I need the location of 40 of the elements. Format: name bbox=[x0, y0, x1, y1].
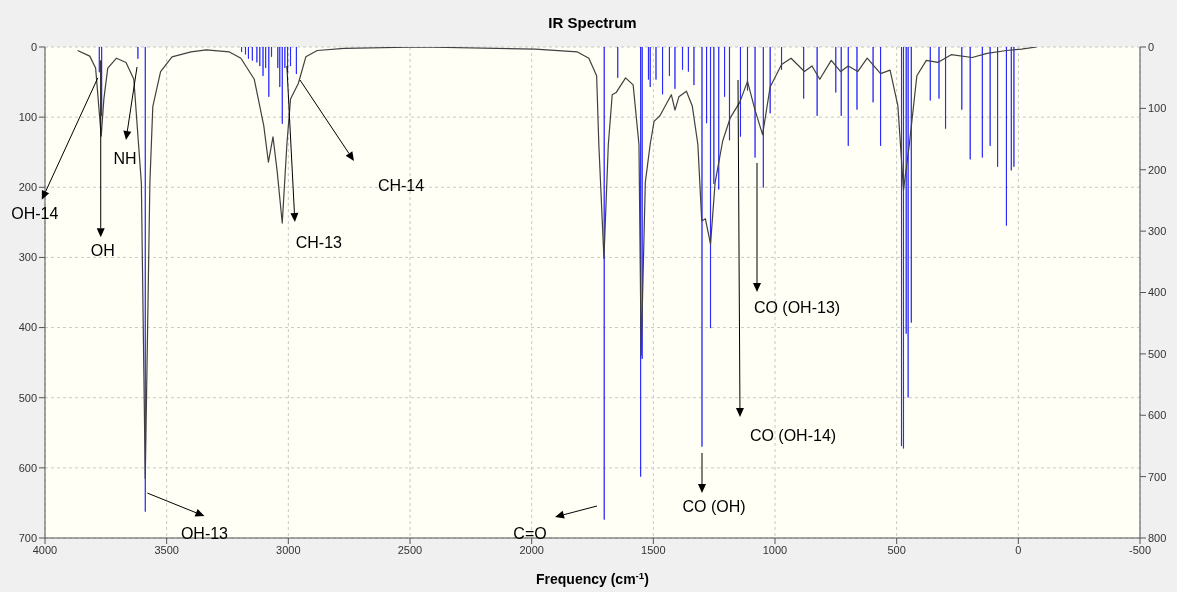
annotation: CO (OH-13) bbox=[753, 298, 841, 316]
y2-tick-label: 300 bbox=[1148, 225, 1167, 238]
y-tick-label: 200 bbox=[18, 181, 37, 194]
x-tick-label: 3500 bbox=[154, 543, 179, 556]
annotation: CH-14 bbox=[377, 176, 425, 194]
y-tick-label: 500 bbox=[18, 391, 37, 404]
annotation: OH bbox=[90, 241, 115, 259]
annotation: CO (OH) bbox=[682, 497, 746, 515]
x-axis-title: Frequency (cm$^{-1}$) bbox=[536, 569, 649, 587]
y2-tick-label: 200 bbox=[1148, 163, 1167, 176]
y2-tick-label: 800 bbox=[1148, 531, 1167, 544]
y-tick-label: 600 bbox=[18, 461, 37, 474]
x-tick-label: 1000 bbox=[762, 543, 788, 556]
y-tick-label: 400 bbox=[18, 321, 37, 334]
y2-tick-label: 400 bbox=[1148, 286, 1167, 299]
annotation: NH bbox=[113, 149, 137, 167]
chart-title: IR Spectrum bbox=[547, 14, 638, 31]
y2-tick-label: 700 bbox=[1148, 470, 1167, 483]
y-tick-label: 0 bbox=[30, 40, 37, 53]
x-tick-label: 2500 bbox=[397, 543, 423, 556]
y2-tick-label: 0 bbox=[1148, 40, 1155, 53]
annotation: C=O bbox=[513, 524, 547, 542]
y2-tick-label: 100 bbox=[1148, 102, 1167, 115]
x-tick-label: -500 bbox=[1128, 543, 1152, 556]
x-tick-label: 3000 bbox=[276, 543, 301, 556]
annotation: OH-13 bbox=[180, 524, 229, 542]
y2-tick-label: 500 bbox=[1148, 347, 1167, 360]
x-tick-label: 1500 bbox=[641, 543, 666, 556]
y-tick-label: 100 bbox=[18, 111, 37, 124]
y2-tick-label: 600 bbox=[1148, 409, 1167, 422]
annotation: CH-13 bbox=[295, 233, 343, 251]
annotation: OH-14 bbox=[11, 204, 59, 222]
annotation: CO (OH-14) bbox=[749, 426, 837, 444]
x-tick-label: 500 bbox=[887, 543, 906, 556]
line-series bbox=[77, 47, 1038, 479]
x-tick-label: 4000 bbox=[32, 543, 58, 556]
x-tick-label: 0 bbox=[1015, 543, 1022, 556]
y-tick-label: 700 bbox=[18, 531, 37, 544]
y-tick-label: 300 bbox=[18, 251, 37, 264]
x-tick-label: 2000 bbox=[519, 543, 544, 556]
